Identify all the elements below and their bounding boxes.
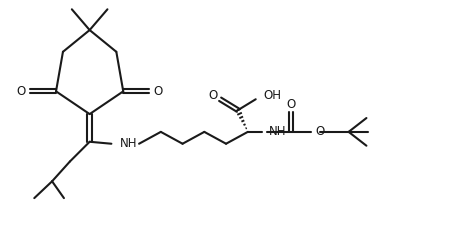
Text: NH: NH: [120, 137, 138, 150]
Text: O: O: [153, 85, 163, 98]
Text: O: O: [208, 89, 218, 102]
Text: O: O: [17, 85, 26, 98]
Text: O: O: [287, 98, 296, 111]
Text: O: O: [315, 125, 324, 138]
Text: NH: NH: [268, 125, 286, 138]
Text: OH: OH: [264, 89, 282, 102]
